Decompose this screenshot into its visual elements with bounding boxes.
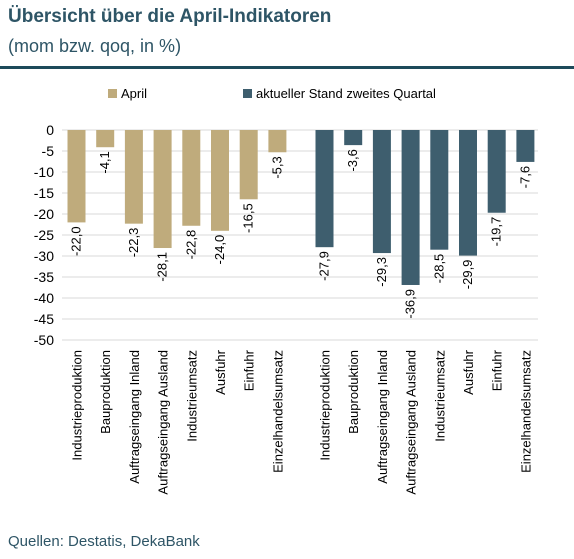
chart-subtitle: (mom bzw. qoq, in %) [8,36,182,56]
data-label: -28,5 [431,254,446,284]
data-label: -29,9 [460,260,475,290]
data-label: -29,3 [374,257,389,287]
y-tick-label: -30 [34,248,54,264]
bar [344,130,363,146]
legend-swatch [243,89,252,98]
y-tick-label: 0 [46,122,54,138]
x-category-label: Ausfuhr [213,349,228,394]
y-tick-label: -35 [34,269,54,285]
legend-swatch [108,89,117,98]
bar [430,130,449,250]
bar-chart: 0 -5 -10 -15 -20 -25 -30 -35 -40 -45 -50 April aktue… [34,86,538,495]
x-category-label: Bauproduktion [346,350,361,434]
x-category-label: Einfuhr [242,349,257,391]
data-label: -19,7 [489,217,504,247]
data-label: -22,8 [183,230,198,260]
x-category-label: Auftragseingang Inland [375,350,390,484]
x-category-label: Auftragseingang Inland [127,350,142,484]
x-category-label: Industrieproduktion [70,350,85,461]
bar [211,130,229,231]
bar [268,130,287,153]
source-note: Quellen: Destatis, DekaBank [8,533,200,550]
bar [67,130,86,223]
y-tick-label: -50 [34,332,54,348]
data-label: -24,0 [212,235,227,265]
bar [516,130,535,162]
data-label: -22,0 [69,226,84,256]
data-label: -36,9 [403,289,418,319]
bar [124,130,143,224]
legend-label: aktueller Stand zweites Quartal [256,86,436,101]
x-category-label: Einzelhandelsumsatz [518,350,533,473]
x-category-label: Auftragseingang Ausland [156,350,171,495]
y-tick-label: -25 [34,227,54,243]
data-label: -22,3 [126,228,141,258]
bar [153,130,172,249]
bar [487,130,506,213]
x-category-label: Industrieumsatz [184,350,199,442]
header-divider [0,66,574,69]
y-tick-label: -10 [34,164,54,180]
y-tick-label: -15 [34,185,54,201]
y-tick-label: -40 [34,290,54,306]
bar [239,130,258,200]
data-label: -4,1 [97,151,112,173]
data-label: -3,6 [345,149,360,171]
bar [315,130,334,248]
bar [401,130,420,285]
x-category-label: Ausfuhr [461,349,476,394]
data-label: -5,3 [269,156,284,178]
x-category-label: Einfuhr [490,349,505,391]
bar [182,130,201,226]
bar [459,130,477,256]
data-label: -28,1 [155,252,170,282]
x-category-label: Auftragseingang Ausland [404,350,419,495]
x-category-label: Bauproduktion [98,350,113,434]
data-label: -27,9 [317,251,332,281]
data-label: -7,6 [517,166,532,188]
y-tick-label: -5 [42,143,55,159]
bar [372,130,391,254]
x-category-label: Einzelhandelsumsatz [270,350,285,473]
legend-label: April [121,86,147,101]
y-tick-label: -45 [34,311,54,327]
x-category-label: Industrieproduktion [318,350,333,461]
y-tick-label: -20 [34,206,54,222]
x-category-label: Industrieumsatz [432,350,447,442]
data-label: -16,5 [241,203,256,233]
chart-title: Übersicht über die April-Indikatoren [8,6,332,27]
bar [96,130,115,148]
